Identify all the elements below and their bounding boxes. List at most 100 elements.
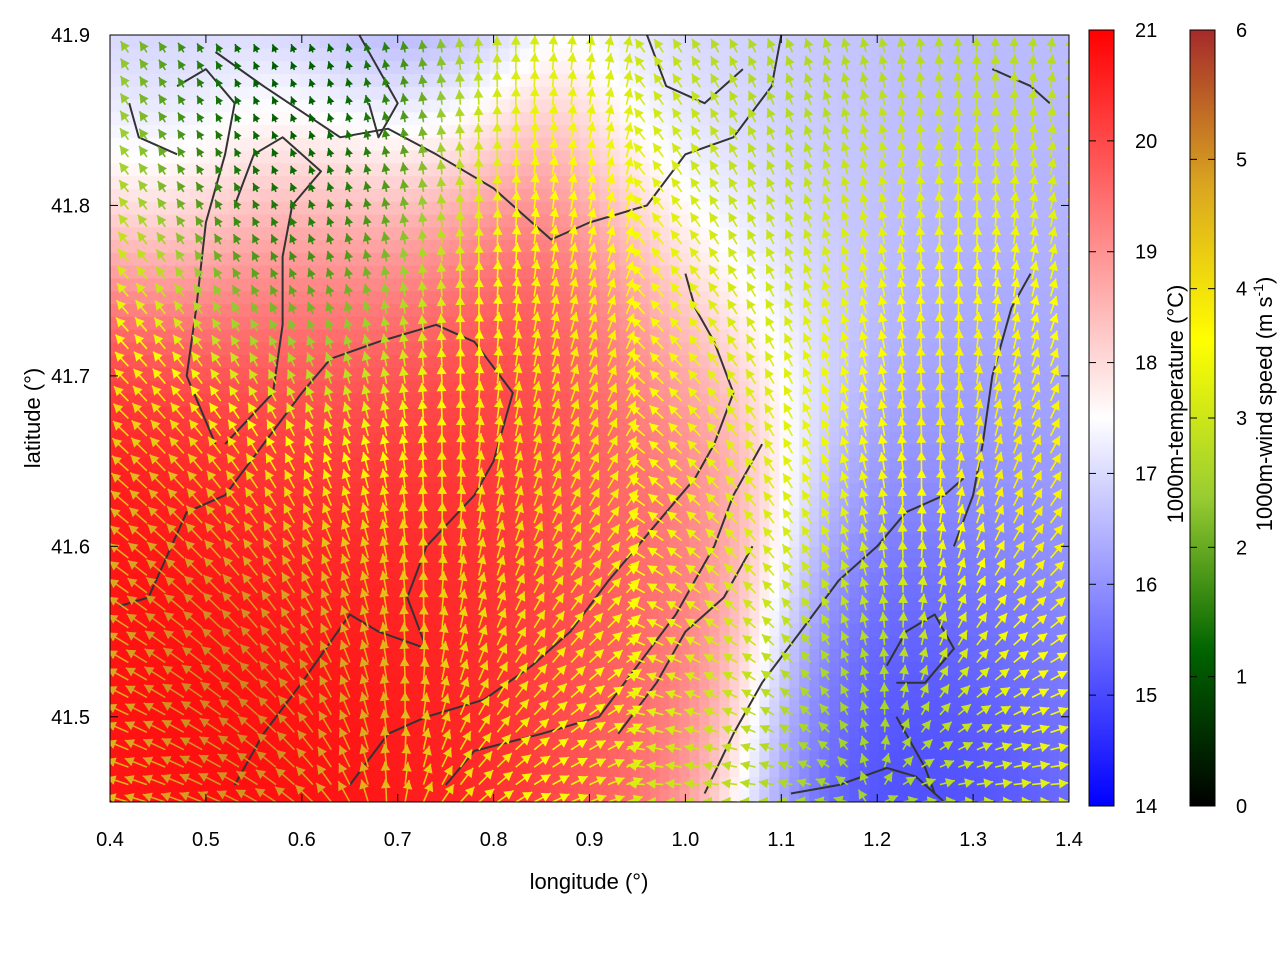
temperature-cell (199, 213, 211, 228)
temperature-cell (789, 175, 800, 189)
temperature-cell (349, 635, 361, 650)
temperature-cell (110, 150, 121, 164)
temperature-cell (609, 175, 621, 189)
temperature-cell (459, 303, 471, 317)
temperature-cell (369, 610, 381, 624)
temperature-cell (539, 482, 551, 496)
temperature-cell (209, 277, 221, 292)
temperature-cell (110, 290, 121, 305)
temperature-cell (909, 86, 920, 100)
temperature-cell (199, 392, 211, 407)
temperature-cell (719, 35, 730, 49)
temperature-cell (209, 789, 221, 802)
temperature-cell (169, 98, 181, 113)
temperature-cell (539, 98, 551, 113)
temperature-cell (659, 277, 671, 292)
temperature-cell (409, 546, 421, 560)
temperature-cell (429, 635, 441, 650)
temperature-cell (789, 86, 800, 100)
temperature-cell (369, 73, 381, 87)
temperature-cell (349, 380, 361, 394)
temperature-cell (709, 776, 720, 790)
temperature-cell (249, 712, 261, 726)
temperature-cell (699, 341, 710, 356)
temperature-cell (899, 405, 910, 420)
temperature-cell (859, 252, 870, 266)
temperature-cell (589, 776, 601, 790)
temperature-cell (489, 380, 501, 394)
temperature-cell (429, 520, 441, 535)
temperature-cell (399, 789, 411, 802)
temperature-cell (689, 584, 700, 599)
temperature-cell (579, 35, 591, 49)
temperature-cell (549, 73, 561, 87)
temperature-cell (589, 252, 601, 266)
temperature-cell (579, 73, 591, 87)
temperature-cell (299, 597, 311, 611)
temperature-cell (579, 495, 591, 509)
temperature-cell (839, 712, 850, 726)
temperature-cell (389, 507, 401, 522)
temperature-cell (489, 111, 501, 126)
temperature-cell (119, 456, 131, 471)
temperature-cell (929, 546, 940, 560)
temperature-cell (289, 584, 301, 599)
temperature-cell (329, 750, 341, 765)
temperature-cell (359, 444, 371, 458)
temperature-cell (479, 597, 491, 611)
temperature-cell (559, 648, 571, 662)
temperature-cell (829, 341, 840, 356)
temperature-cell (809, 303, 820, 317)
temperature-cell (189, 162, 201, 177)
temperature-cell (359, 98, 371, 113)
temperature-cell (179, 73, 191, 87)
temperature-cell (519, 380, 531, 394)
temperature-cell (469, 392, 481, 407)
temperature-cell (629, 290, 641, 305)
temperature-cell (119, 712, 131, 726)
temperature-cell (659, 341, 671, 356)
temperature-cell (289, 392, 301, 407)
temperature-cell (319, 86, 331, 100)
temperature-cell (199, 86, 211, 100)
temperature-cell (749, 635, 760, 650)
temperature-cell (469, 188, 481, 202)
temperature-cell (919, 456, 930, 471)
temperature-cell (239, 469, 251, 484)
temperature-cell (739, 405, 750, 420)
temperature-cell (619, 776, 631, 790)
temperature-cell (579, 571, 591, 586)
temperature-cell (189, 213, 201, 228)
temperature-cell (499, 137, 511, 151)
temperature-cell (789, 73, 800, 87)
temperature-cell (699, 60, 710, 74)
temperature-cell (709, 277, 720, 292)
temperature-cell (229, 175, 241, 189)
temperature-cell (349, 175, 361, 189)
temperature-cell (449, 699, 461, 714)
temperature-cell (559, 86, 571, 100)
temperature-cell (239, 584, 251, 599)
temperature-cell (489, 341, 501, 356)
temperature-cell (189, 35, 201, 49)
temperature-cell (409, 329, 421, 343)
temperature-cell (599, 418, 611, 432)
temperature-cell (349, 392, 361, 407)
temperature-cell (849, 239, 860, 253)
temperature-cell (409, 265, 421, 279)
temperature-cell (899, 35, 910, 49)
temperature-cell (629, 124, 641, 138)
temperature-cell (599, 137, 611, 151)
temperature-cell (429, 559, 441, 573)
temperature-cell (539, 175, 551, 189)
temperature-cell (159, 175, 171, 189)
temperature-cell (749, 571, 760, 586)
temperature-cell (189, 252, 201, 266)
temperature-cell (769, 213, 780, 228)
temperature-cell (719, 661, 730, 675)
temperature-cell (549, 418, 561, 432)
temperature-cell (679, 418, 690, 432)
temperature-cell (219, 329, 231, 343)
temperature-cell (819, 444, 830, 458)
temperature-cell (229, 86, 241, 100)
